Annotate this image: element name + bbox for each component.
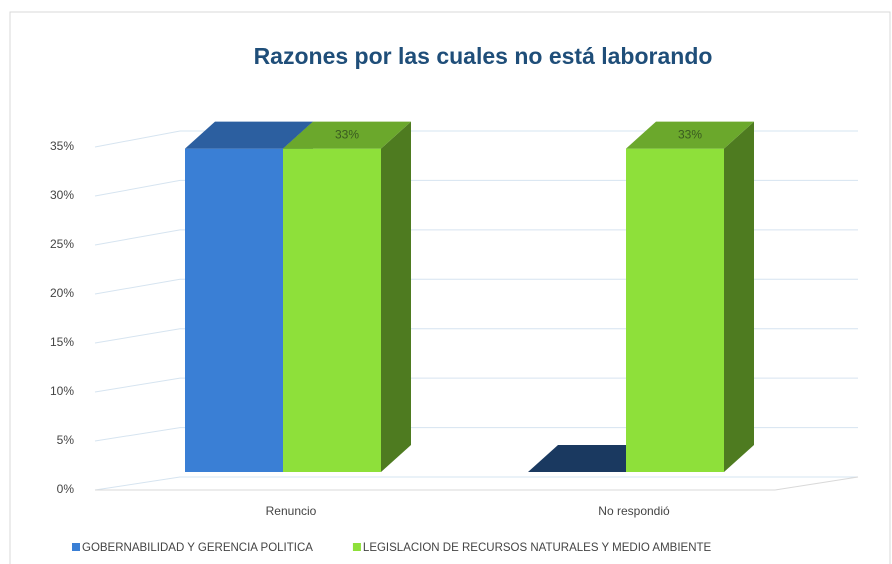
legend-label: LEGISLACION DE RECURSOS NATURALES Y MEDI… xyxy=(363,542,712,554)
floor-right xyxy=(774,476,859,491)
y-tick-label: 0% xyxy=(57,482,75,496)
bar-front xyxy=(185,148,283,472)
bar-front xyxy=(283,148,381,472)
bar-top xyxy=(283,121,411,149)
y-tick-label: 15% xyxy=(50,335,74,349)
bar xyxy=(528,445,656,472)
bar xyxy=(626,121,754,472)
grid-line xyxy=(94,130,858,148)
chart-title: Razones por las cuales no está laborando xyxy=(254,43,713,69)
bar xyxy=(283,121,411,472)
bar-top xyxy=(626,121,754,149)
legend-swatch xyxy=(352,543,361,551)
grid-line xyxy=(94,476,858,491)
y-tick-label: 10% xyxy=(50,384,74,398)
bar-top xyxy=(528,445,656,472)
y-tick-label: 20% xyxy=(50,286,74,300)
data-label: 33% xyxy=(678,127,702,141)
y-tick-label: 35% xyxy=(50,139,74,153)
bar-front xyxy=(626,148,724,472)
bar-top xyxy=(185,121,313,149)
x-tick-label: No respondió xyxy=(598,504,670,518)
data-label: 33% xyxy=(335,127,359,141)
y-tick-label: 30% xyxy=(50,188,74,202)
chart-border xyxy=(9,11,891,564)
legend-label: GOBERNABILIDAD Y GERENCIA POLITICA xyxy=(82,542,313,554)
y-tick-label: 25% xyxy=(50,237,74,251)
bar-side xyxy=(724,121,754,472)
legend-swatch xyxy=(72,543,80,551)
bar-side xyxy=(381,121,411,472)
y-tick-label: 5% xyxy=(57,433,75,447)
x-tick-label: Renuncio xyxy=(266,504,317,518)
